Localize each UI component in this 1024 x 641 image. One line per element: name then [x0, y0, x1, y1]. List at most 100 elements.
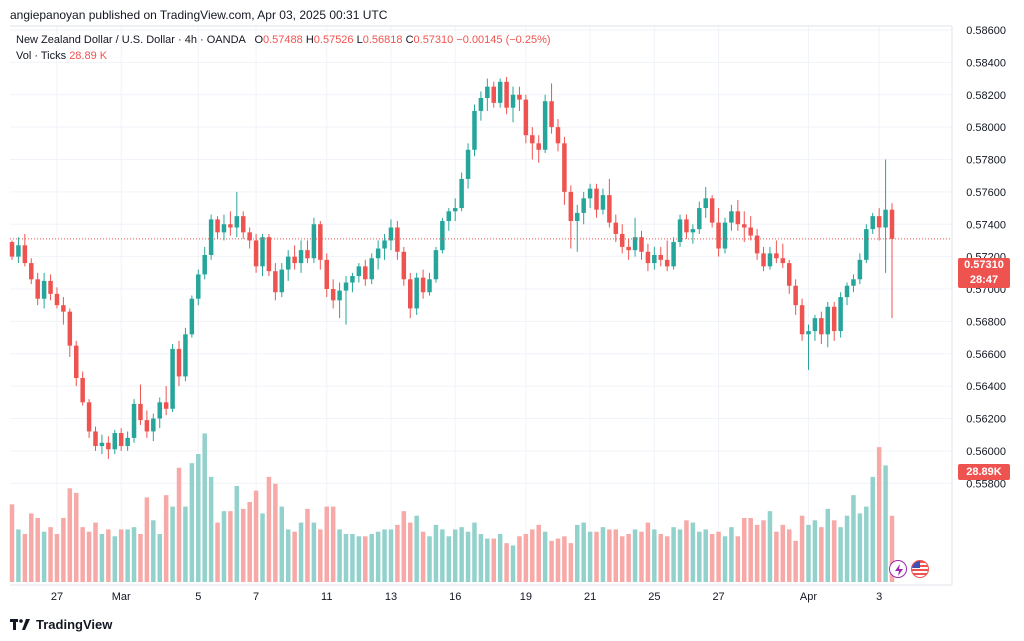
volume-bar: [144, 497, 150, 582]
volume-bar: [112, 536, 118, 582]
lightning-icon[interactable]: [889, 560, 907, 578]
candle-body: [228, 224, 233, 228]
candle-body: [870, 216, 875, 230]
time-tick-label: 21: [584, 591, 596, 603]
volume-bar: [864, 506, 869, 582]
volume-bar: [125, 529, 130, 582]
volume-value: 28.89 K: [69, 50, 108, 62]
candle-body: [189, 298, 195, 335]
volume-bar: [427, 536, 432, 582]
volume-bar: [472, 522, 477, 582]
volume-bar: [575, 524, 580, 582]
volume-bar: [408, 522, 413, 582]
candle-body: [735, 211, 741, 225]
candle-body: [86, 402, 92, 432]
candle-body: [677, 219, 683, 243]
volume-bar: [684, 520, 689, 582]
candle-body: [465, 149, 471, 179]
volume-bar: [131, 527, 137, 582]
candle-body: [285, 256, 291, 270]
price-tick-label: 0.56800: [966, 316, 1006, 328]
volume-bar: [722, 536, 728, 582]
candle-body: [427, 279, 432, 293]
tradingview-logo-icon: [10, 618, 30, 630]
candle-body: [260, 237, 265, 267]
candle-body: [9, 242, 15, 257]
candle-body: [530, 135, 535, 144]
candle-body: [831, 306, 837, 332]
candle-body: [600, 195, 606, 210]
time-tick-label: 25: [648, 591, 660, 603]
candle-body: [112, 433, 118, 450]
volume-bar: [433, 524, 439, 582]
volume-bar: [73, 492, 79, 582]
candle-body: [542, 101, 548, 150]
candle-body: [549, 101, 554, 128]
candle-body: [305, 250, 310, 259]
volume-bar: [530, 529, 535, 582]
candle-body: [639, 237, 644, 252]
candle-body: [754, 235, 760, 254]
time-tick-label: 27: [712, 591, 724, 603]
volume-bar: [67, 488, 73, 582]
volume-bar: [369, 534, 374, 582]
candle-body: [684, 219, 689, 233]
candle-body: [491, 86, 496, 103]
volume-bar: [485, 538, 490, 582]
high-label: H: [305, 34, 314, 46]
volume-bar: [716, 531, 721, 582]
candle-body: [446, 211, 452, 222]
volume-bar: [555, 538, 561, 582]
volume-bar: [549, 540, 554, 582]
candle-body: [80, 378, 85, 403]
candle-body: [472, 110, 477, 150]
volume-bar: [581, 522, 586, 582]
volume-bar: [440, 529, 445, 582]
open-value: 0.57488: [263, 34, 303, 46]
volume-bar: [819, 527, 824, 582]
candle-body: [363, 266, 368, 280]
candle-body: [253, 240, 259, 267]
volume-bar: [273, 483, 278, 582]
candle-body: [613, 222, 619, 234]
candle-body: [388, 227, 394, 241]
price-tick-label: 0.58200: [966, 90, 1006, 102]
candle-body: [375, 248, 381, 259]
candle-body: [408, 279, 413, 309]
price-tick-label: 0.58400: [966, 57, 1006, 69]
us-flag-icon[interactable]: [911, 560, 929, 578]
volume-bar: [459, 527, 464, 582]
volume-bar: [420, 531, 426, 582]
candle-body: [581, 198, 586, 213]
candle-body: [240, 216, 246, 233]
volume-bar: [61, 518, 66, 582]
candle-body: [16, 245, 21, 257]
price-tick-label: 0.55800: [966, 478, 1006, 490]
volume-bar: [163, 495, 169, 582]
candle-body: [504, 81, 509, 108]
candle-body: [22, 245, 28, 264]
volume-bar: [151, 520, 156, 582]
candle-body: [883, 209, 888, 228]
volume-bar: [645, 522, 651, 582]
volume-bar: [844, 515, 850, 582]
volume-bars: [9, 433, 895, 582]
volume-bar: [831, 520, 837, 582]
volume-bar: [825, 508, 831, 582]
candle-body: [234, 216, 240, 228]
volume-badge: 28.89K: [958, 464, 1010, 480]
candle-body: [311, 224, 317, 259]
candle-body: [61, 305, 66, 312]
candle-body: [163, 402, 169, 409]
candle-body: [819, 318, 824, 335]
volume-bar: [93, 522, 98, 582]
time-tick-label: 11: [321, 591, 332, 603]
price-tick-label: 0.56000: [966, 446, 1006, 458]
volume-bar: [786, 529, 792, 582]
candle-body: [93, 431, 98, 447]
candle-body: [292, 256, 297, 264]
volume-bar: [382, 529, 387, 582]
volume-bar: [285, 529, 291, 582]
volume-bar: [221, 511, 227, 582]
